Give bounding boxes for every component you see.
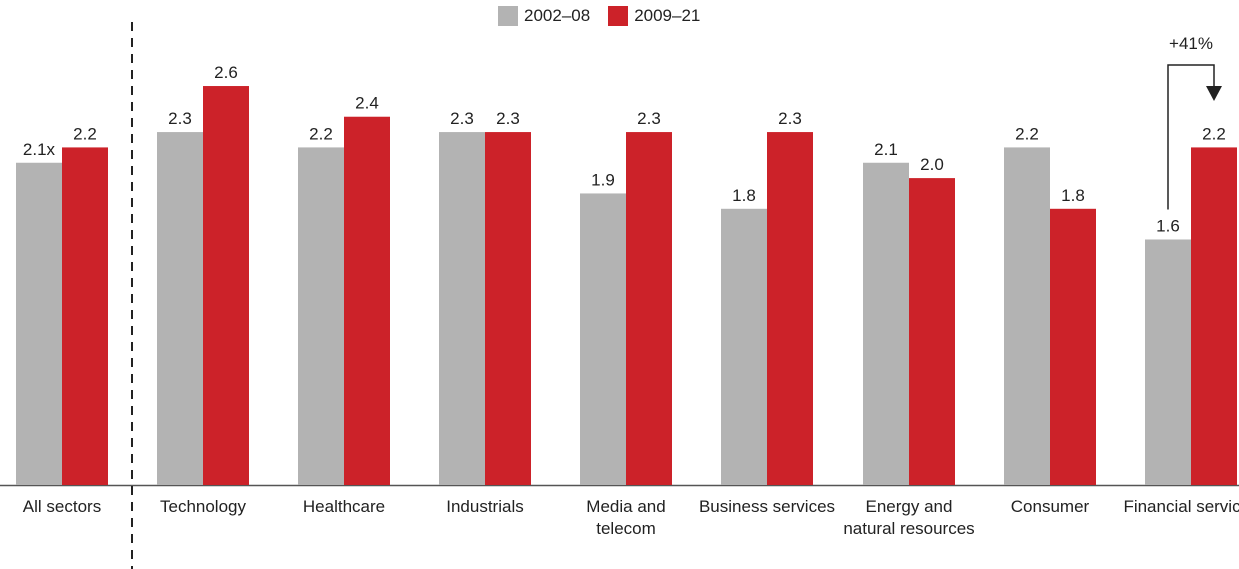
annotation-arrowhead bbox=[1206, 86, 1222, 101]
legend-item-2002-08: 2002–08 bbox=[498, 6, 590, 26]
bar-red bbox=[767, 132, 813, 485]
bar-red bbox=[626, 132, 672, 485]
data-label: 1.8 bbox=[1061, 186, 1085, 205]
data-label: 2.2 bbox=[1202, 124, 1226, 143]
data-label: 2.3 bbox=[450, 109, 474, 128]
category-label: Energy and natural resources bbox=[843, 497, 975, 538]
bar-grey bbox=[1004, 147, 1050, 485]
data-label: 2.1x bbox=[23, 140, 56, 159]
legend-item-2009-21: 2009–21 bbox=[608, 6, 700, 26]
bar-grey bbox=[1145, 239, 1191, 485]
bar-grey bbox=[16, 162, 62, 486]
category-label: All sectors bbox=[22, 497, 102, 516]
data-label: 2.6 bbox=[214, 63, 238, 82]
category-label: Consumer bbox=[1010, 497, 1090, 516]
legend: 2002–08 2009–21 bbox=[498, 6, 718, 26]
category-label: Business services bbox=[698, 497, 836, 516]
bar-grey bbox=[298, 147, 344, 485]
bar-red bbox=[344, 116, 390, 486]
legend-label: 2002–08 bbox=[524, 6, 591, 25]
category-label: Technology bbox=[159, 497, 246, 516]
category-label: Healthcare bbox=[302, 497, 386, 516]
bar-red bbox=[62, 147, 108, 485]
bar-red bbox=[203, 86, 249, 485]
bar-grey bbox=[157, 132, 203, 485]
bar-grey bbox=[863, 162, 909, 486]
legend-swatch-red bbox=[608, 6, 629, 26]
bar-red bbox=[1050, 208, 1096, 486]
category-label: Media and telecom bbox=[586, 497, 666, 538]
legend-swatch-grey bbox=[498, 6, 518, 26]
data-label: 2.3 bbox=[168, 109, 192, 128]
data-label: 2.2 bbox=[1015, 124, 1039, 143]
bar-grey bbox=[580, 193, 626, 485]
data-label: 2.1 bbox=[874, 140, 898, 159]
data-label: 1.8 bbox=[732, 186, 756, 205]
bar-red bbox=[909, 178, 955, 485]
bar-red bbox=[485, 132, 531, 485]
annotation-label: +41% bbox=[1169, 34, 1213, 53]
data-label: 1.6 bbox=[1156, 216, 1180, 235]
annotation-arrow-line bbox=[1167, 64, 1215, 210]
data-label: 2.0 bbox=[920, 155, 944, 174]
data-label: 2.2 bbox=[309, 124, 333, 143]
data-label: 2.3 bbox=[496, 109, 520, 128]
legend-label: 2009–21 bbox=[634, 6, 701, 25]
data-label: 1.9 bbox=[591, 170, 615, 189]
data-label: 2.4 bbox=[355, 94, 379, 113]
bar-grey bbox=[439, 132, 485, 485]
bar-red bbox=[1191, 147, 1237, 485]
data-label: 2.2 bbox=[73, 124, 97, 143]
data-label: 2.3 bbox=[637, 109, 661, 128]
category-label: Industrials bbox=[446, 497, 524, 516]
data-label: 2.3 bbox=[778, 109, 802, 128]
category-label: Financial services bbox=[1123, 497, 1239, 516]
bar-grey bbox=[721, 208, 767, 486]
